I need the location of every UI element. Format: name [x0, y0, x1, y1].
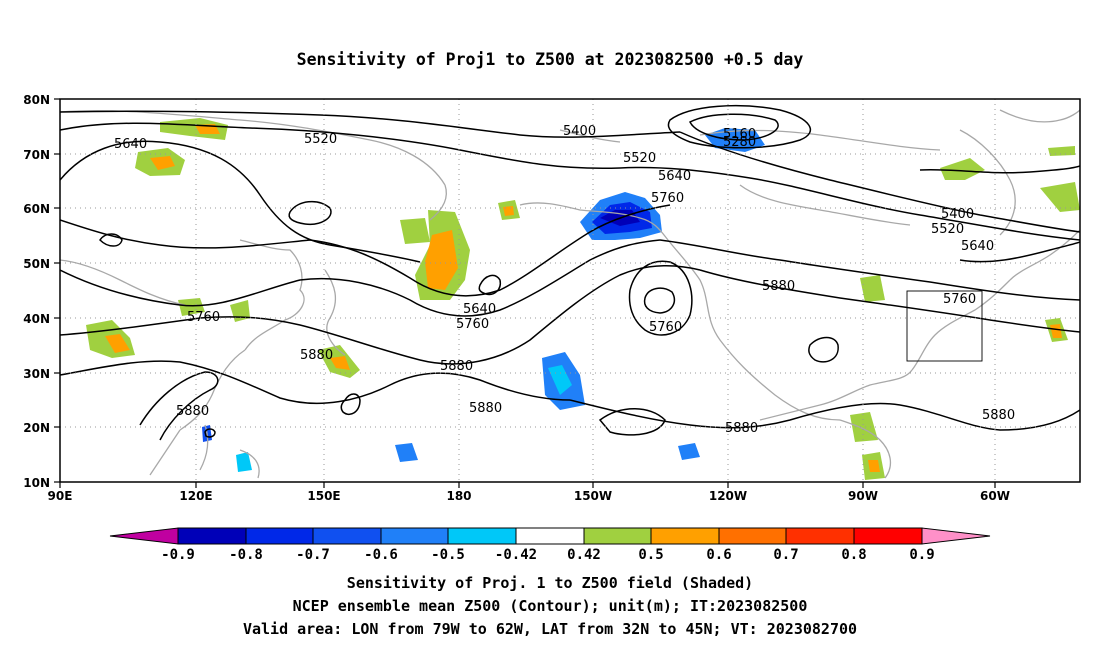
lat-tick-label: 10N	[23, 476, 50, 490]
contour-label: 5880	[725, 421, 758, 436]
contour-label: 5760	[187, 310, 220, 325]
contour-label: 5640	[114, 137, 147, 152]
colorbar-segment	[447, 527, 517, 545]
valid-area-box	[906, 290, 983, 362]
lon-tick-label: 90E	[48, 489, 73, 503]
caption-shading: Sensitivity of Proj. 1 to Z500 field (Sh…	[346, 574, 754, 592]
contour-label: 5880	[176, 404, 209, 419]
colorbar-label: 0.9	[909, 547, 934, 563]
colorbar-segment	[380, 527, 449, 545]
lat-axis-labels: 80N 70N 60N 50N 40N 30N 20N 10N	[23, 93, 50, 490]
contour-labels: 5640 5520 5400 5160 5280 5520 5640 5760 …	[114, 124, 1015, 436]
colorbar-label: -0.5	[431, 547, 465, 563]
colorbar-label: 0.6	[706, 547, 731, 563]
colorbar-label: -0.9	[161, 547, 195, 563]
lat-tick-label: 50N	[23, 257, 50, 271]
colorbar-segment	[245, 527, 314, 545]
colorbar-label: 0.7	[773, 547, 798, 563]
colorbar-label: -0.7	[296, 547, 330, 563]
contour-label: 5880	[300, 348, 333, 363]
colorbar-min-arrow	[109, 527, 179, 545]
caption-contour: NCEP ensemble mean Z500 (Contour); unit(…	[292, 597, 808, 615]
colorbar: -0.9 -0.8 -0.7 -0.6 -0.5 -0.42 0.42 0.5 …	[109, 527, 991, 563]
lon-tick-label: 180	[446, 489, 471, 503]
lon-tick-label: 60W	[980, 489, 1010, 503]
colorbar-label: -0.8	[229, 547, 263, 563]
contour-label: 5760	[651, 191, 684, 206]
contour-label: 5400	[563, 124, 596, 139]
contour-label: 5880	[982, 408, 1015, 423]
contour-label: 5880	[762, 279, 795, 294]
contour-label: 5760	[456, 317, 489, 332]
colorbar-label: 0.5	[638, 547, 663, 563]
lon-tick-label: 90W	[848, 489, 878, 503]
lon-tick-label: 150W	[574, 489, 612, 503]
colorbar-segment	[718, 527, 787, 545]
colorbar-label: 0.42	[567, 547, 601, 563]
colorbar-segment	[650, 527, 720, 545]
plot-frame	[59, 98, 1081, 483]
colorbar-segment	[312, 527, 382, 545]
colorbar-max-arrow	[921, 527, 991, 545]
contour-label: 5640	[463, 302, 496, 317]
colorbar-label: -0.42	[495, 547, 537, 563]
contour-label: 5280	[723, 135, 756, 150]
contour-label: 5520	[304, 132, 337, 147]
contour-label: 5640	[961, 239, 994, 254]
contour-label: 5400	[941, 207, 974, 222]
lat-tick-label: 40N	[23, 312, 50, 326]
contour-label: 5160	[723, 127, 756, 142]
lat-tick-label: 30N	[23, 367, 50, 381]
lat-tick-label: 60N	[23, 202, 50, 216]
colorbar-segment	[583, 527, 652, 545]
lat-tick-label: 20N	[23, 421, 50, 435]
map-title: Sensitivity of Proj1 to Z500 at 20230825…	[296, 50, 804, 69]
z500-contours	[60, 104, 1080, 441]
contour-label: 5880	[469, 401, 502, 416]
colorbar-segment	[853, 527, 923, 545]
caption-valid-area: Valid area: LON from 79W to 62W, LAT fro…	[242, 620, 858, 638]
contour-label: 5520	[623, 151, 656, 166]
lat-lon-grid	[60, 99, 1080, 482]
lat-tick-label: 80N	[23, 93, 50, 107]
lon-axis-labels: 90E 120E 150E 180 150W 120W 90W 60W	[48, 489, 1010, 503]
lon-tick-label: 120E	[179, 489, 212, 503]
lon-tick-label: 150E	[307, 489, 340, 503]
contour-label: 5760	[943, 292, 976, 307]
colorbar-segment	[785, 527, 855, 545]
colorbar-label: 0.8	[841, 547, 866, 563]
contour-label: 5760	[649, 320, 682, 335]
lat-tick-label: 70N	[23, 148, 50, 162]
coastlines	[60, 109, 1080, 479]
contour-label: 5880	[440, 359, 473, 374]
colorbar-label: -0.6	[364, 547, 398, 563]
axis-ticks	[54, 98, 996, 488]
colorbar-segment	[515, 527, 585, 545]
contour-label: 5520	[931, 222, 964, 237]
lon-tick-label: 120W	[709, 489, 747, 503]
contour-label: 5640	[658, 169, 691, 184]
colorbar-segment	[177, 527, 247, 545]
